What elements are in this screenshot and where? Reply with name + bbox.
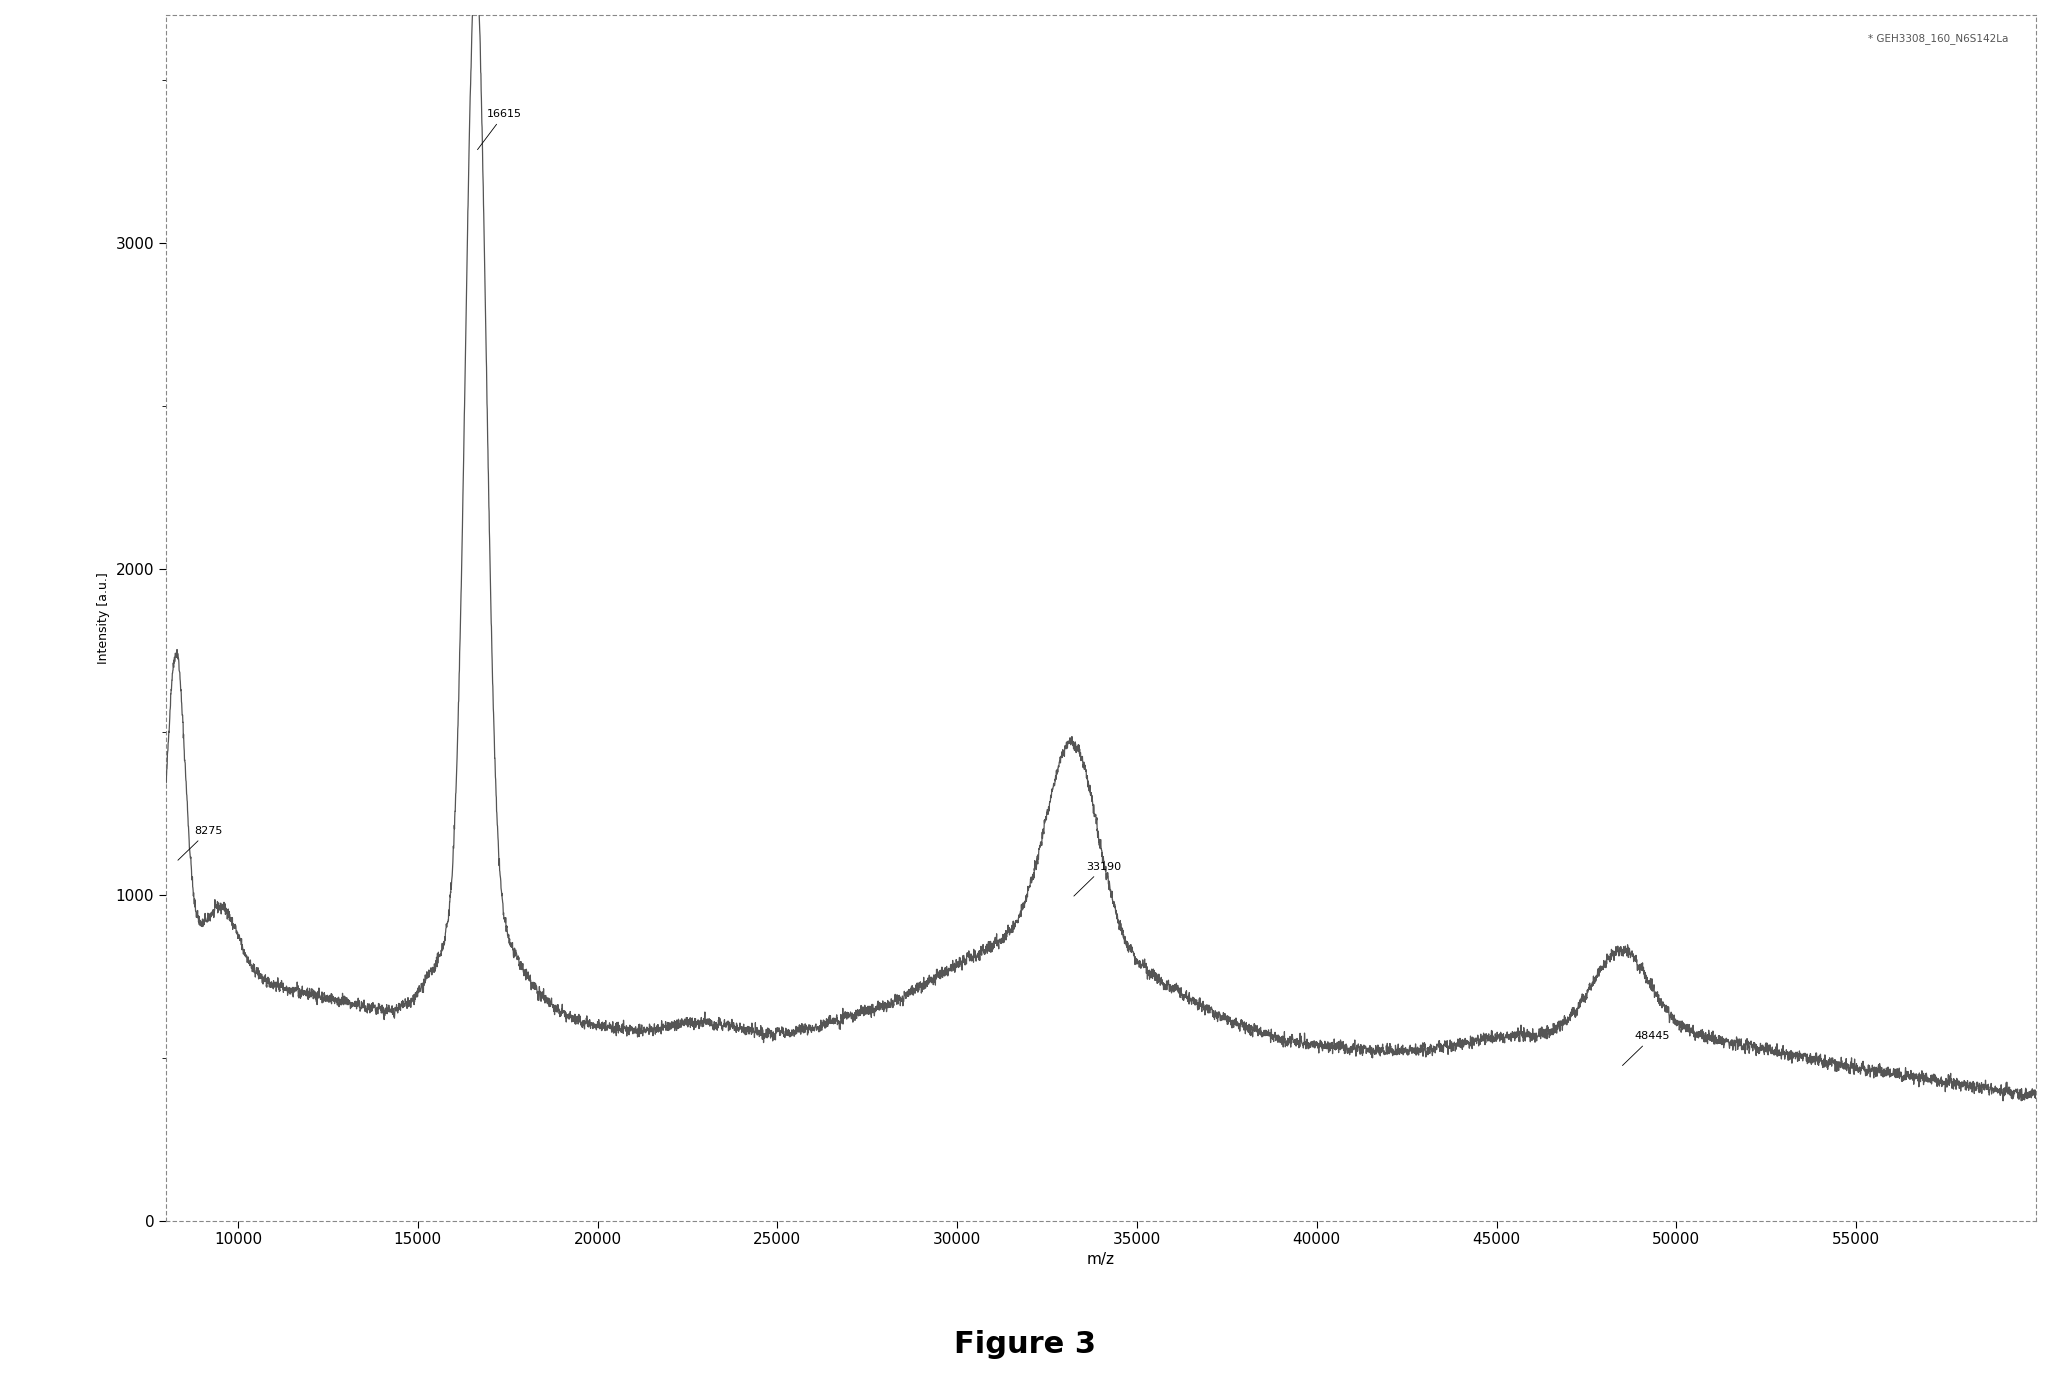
X-axis label: m/z: m/z <box>1087 1251 1116 1266</box>
Text: 8275: 8275 <box>178 826 222 861</box>
Text: * GEH3308_160_N6S142La: * GEH3308_160_N6S142La <box>1868 33 2008 45</box>
Text: Figure 3: Figure 3 <box>954 1330 1097 1358</box>
Text: 33190: 33190 <box>1075 862 1122 896</box>
Y-axis label: Intensity [a.u.]: Intensity [a.u.] <box>96 573 111 663</box>
Text: 16615: 16615 <box>478 109 521 149</box>
Text: 48445: 48445 <box>1622 1031 1670 1066</box>
